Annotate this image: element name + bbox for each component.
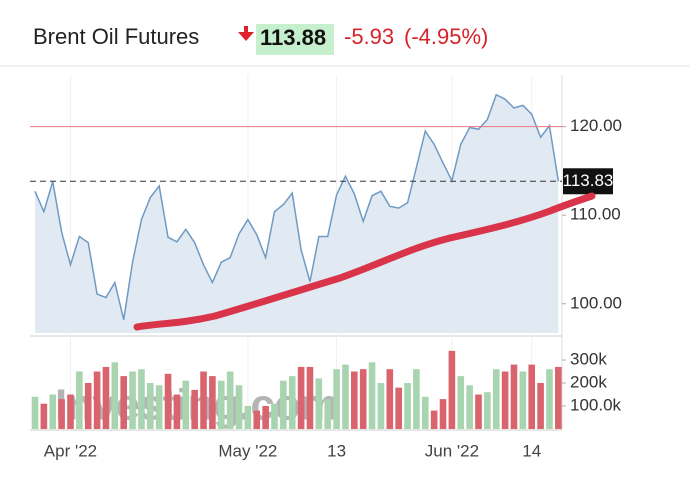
volume-bar [102, 366, 110, 429]
main-layer: Apr '22 May '22 13 Jun '22 14 100.00 110.00 120… [30, 93, 622, 460]
volume-bar [31, 396, 39, 429]
volume-bar [395, 387, 402, 429]
volume-bar [173, 394, 181, 429]
volume-bar [76, 371, 83, 429]
volume-bar [244, 406, 252, 429]
volume-bar [111, 362, 119, 429]
volume-bar [120, 376, 127, 429]
volume-bar [67, 394, 74, 429]
volume-bar [306, 366, 314, 429]
volume-bar [40, 403, 48, 429]
volume-bar [217, 380, 225, 429]
price-line [34, 93, 560, 320]
volume-bar [315, 378, 323, 429]
volume-bar [200, 371, 207, 429]
volume-bar [439, 399, 447, 429]
volume-bar [466, 385, 473, 429]
volume-bar [386, 369, 394, 429]
volume-tick-label: 300k [570, 349, 607, 368]
annotation-stroke [133, 192, 596, 331]
volume-bar [519, 371, 527, 429]
volume-bar [288, 376, 296, 429]
volume-bar [377, 383, 385, 429]
volume-bar [138, 369, 145, 429]
volume-bar [448, 350, 456, 429]
last-price-tag [563, 168, 613, 195]
volume-bar [84, 383, 92, 429]
last-price: 113.88 [260, 25, 326, 50]
volume-bar [484, 392, 491, 429]
volume-tick-label: 200k [570, 372, 607, 391]
volume-bar [155, 385, 163, 429]
volume-bar [555, 366, 562, 429]
x-tick-label: Apr '22 [44, 441, 97, 460]
volume-bar [421, 396, 429, 429]
volume-bar [297, 366, 305, 429]
price-badge [256, 24, 334, 55]
volume-bar [528, 364, 536, 429]
volume-bar [49, 394, 57, 429]
down-arrow [238, 26, 254, 41]
volume-bar [226, 371, 234, 429]
volume-bar [537, 383, 544, 429]
y-tick-label: 100.00 [570, 293, 622, 312]
volume-bar [58, 399, 65, 429]
volume-bar [147, 383, 154, 429]
volume-tick-label: 100.0k [570, 395, 622, 414]
volume-bar [475, 394, 482, 429]
price-area [35, 94, 559, 333]
instrument-title: Brent Oil Futures [33, 24, 199, 49]
volume-bar [280, 380, 287, 429]
volume-bar [164, 373, 172, 429]
volume-bar [368, 362, 376, 429]
last-price-tag-label: 113.83 [563, 171, 614, 190]
volume-bar [351, 371, 358, 429]
volume-bar [492, 369, 500, 429]
y-tick-label: 120.00 [570, 116, 622, 135]
volume-bar [235, 385, 243, 429]
volume-bar [93, 371, 101, 429]
x-tick-label: Jun '22 [425, 441, 479, 460]
x-tick-label: 13 [327, 441, 346, 460]
volume-bar [262, 406, 269, 429]
volume-bar [430, 410, 438, 429]
volume-bar [546, 369, 553, 429]
volume-bar [359, 369, 367, 429]
volume-bar [129, 371, 136, 429]
price-change-pct: (-4.95%) [404, 24, 488, 49]
volume-bar [182, 380, 190, 429]
volume-bar [271, 403, 278, 429]
volume-bar [342, 364, 349, 429]
x-tick-label: May '22 [218, 441, 277, 460]
y-tick-label: 110.00 [570, 205, 621, 224]
volume-bar [413, 369, 420, 429]
volume-bar [191, 389, 198, 429]
volume-bar [457, 376, 465, 429]
price-change: -5.93 [344, 24, 394, 49]
volume-bar [324, 399, 332, 429]
volume-bar [510, 364, 518, 429]
volume-bar [333, 369, 340, 429]
volume-bar [209, 376, 216, 429]
volume-bar [501, 371, 509, 429]
volume-bar [404, 383, 411, 429]
volume-bar [253, 410, 261, 429]
back-layer: Investing.com [31, 75, 562, 430]
x-tick-label: 14 [522, 441, 541, 460]
